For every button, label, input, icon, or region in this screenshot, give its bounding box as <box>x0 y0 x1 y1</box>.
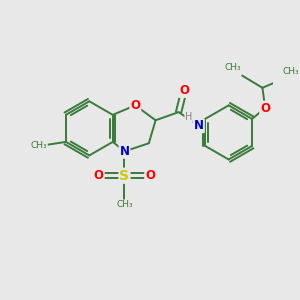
Text: CH₃: CH₃ <box>30 141 47 150</box>
Text: O: O <box>260 102 270 115</box>
Text: N: N <box>194 119 204 132</box>
Text: S: S <box>119 169 130 183</box>
Text: CH₃: CH₃ <box>224 63 241 72</box>
Text: O: O <box>94 169 104 182</box>
Text: CH₃: CH₃ <box>116 200 133 209</box>
Text: O: O <box>130 99 140 112</box>
Text: H: H <box>185 112 192 122</box>
Text: O: O <box>145 169 155 182</box>
Text: O: O <box>179 84 189 97</box>
Text: CH₃: CH₃ <box>283 68 299 76</box>
Text: N: N <box>119 145 130 158</box>
